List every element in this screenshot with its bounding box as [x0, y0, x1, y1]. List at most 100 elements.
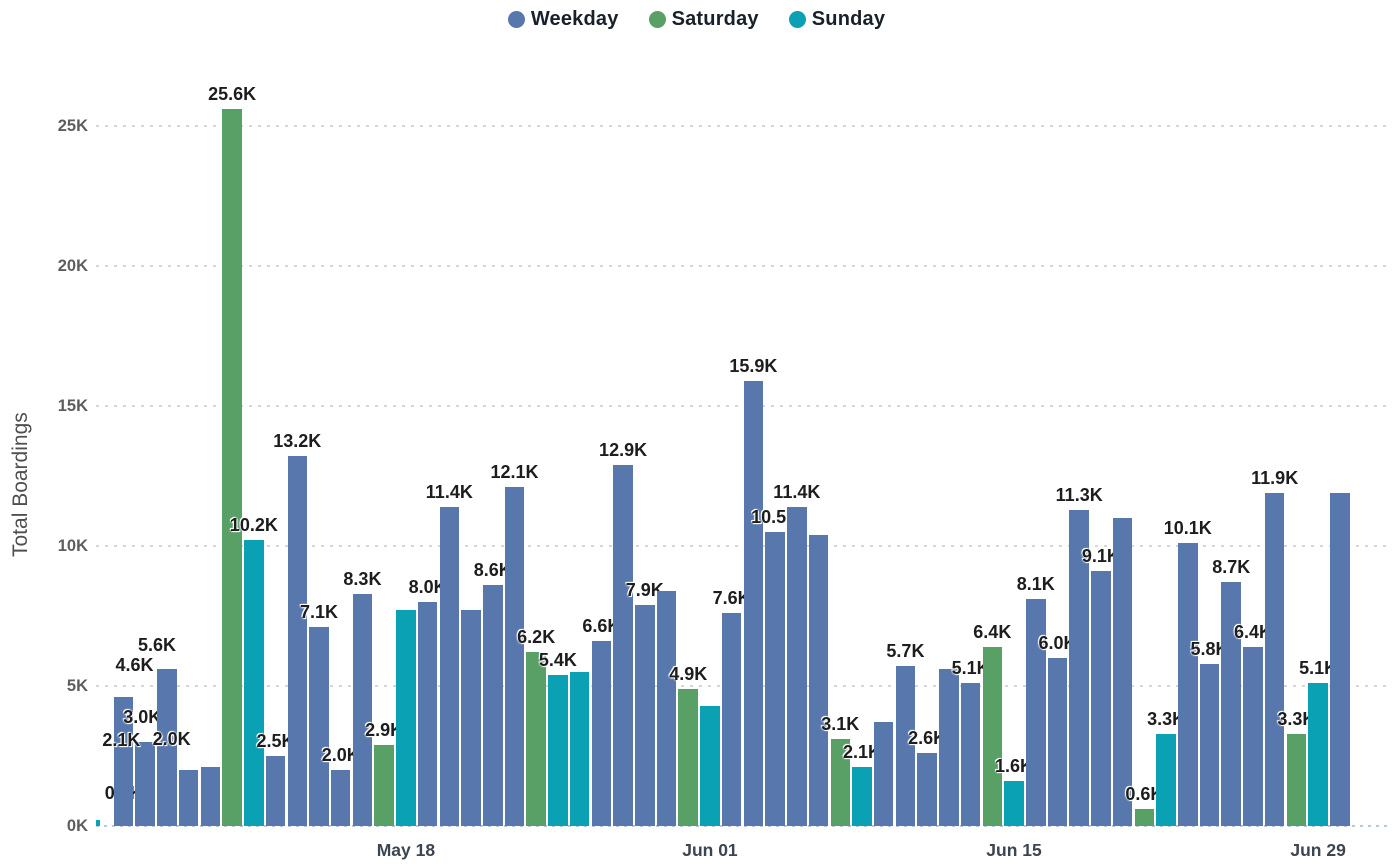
bar-weekday[interactable] [265, 756, 286, 826]
bar-weekday[interactable] [1178, 543, 1198, 826]
bar-sunday[interactable] [852, 767, 872, 826]
bar-saturday[interactable] [222, 109, 242, 826]
bar-weekday[interactable] [1069, 509, 1089, 826]
bar-weekday[interactable] [1243, 646, 1263, 826]
bar-weekday[interactable] [895, 666, 916, 826]
bar-saturday[interactable] [678, 688, 698, 826]
bar-sunday[interactable] [96, 820, 100, 826]
bar-weekday[interactable] [1112, 518, 1133, 826]
bar-weekday[interactable] [1264, 492, 1285, 826]
bar-saturday[interactable] [374, 744, 394, 826]
bar-weekday[interactable] [960, 683, 981, 826]
bar-weekday[interactable] [765, 532, 785, 826]
bar-weekday[interactable] [1091, 571, 1111, 826]
bar-weekday[interactable] [787, 506, 807, 826]
bar-label: 8.6K [473, 560, 512, 581]
bar-sunday[interactable] [548, 674, 568, 826]
bar-label: 5.8K [1190, 638, 1229, 659]
bar-sunday[interactable] [1308, 683, 1328, 826]
bar-sunday[interactable] [569, 672, 590, 826]
legend-item-saturday[interactable]: Saturday [648, 8, 759, 31]
bar-weekday[interactable] [178, 770, 199, 826]
bar-sunday[interactable] [244, 540, 264, 826]
bar-label: 2.6K [908, 728, 947, 749]
y-tick-label: 10K [57, 537, 88, 555]
bar-label: 2.9K [365, 719, 404, 740]
bar-label: 8.1K [1016, 574, 1055, 595]
bar-label: 10.1K [1163, 518, 1212, 539]
bar-saturday[interactable] [1134, 809, 1155, 826]
y-tick-label: 5K [66, 677, 88, 695]
bar-label: 4.6K [115, 655, 154, 676]
bar-weekday[interactable] [635, 604, 655, 826]
bar-weekday[interactable] [1047, 658, 1068, 826]
bar-label: 7.9K [625, 579, 664, 600]
bar-weekday[interactable] [461, 610, 481, 826]
bar-weekday[interactable] [157, 669, 177, 826]
y-tick-label: 20K [57, 257, 88, 275]
bar-weekday[interactable] [613, 464, 633, 826]
legend-item-weekday[interactable]: Weekday [507, 8, 619, 31]
bar-label: 13.2K [273, 431, 322, 452]
bar-weekday[interactable] [656, 590, 677, 826]
bar-label: 0.6K [1125, 784, 1164, 805]
bar-label: 8.0K [408, 577, 447, 597]
bar-label: 11.4K [425, 481, 473, 502]
bar-weekday[interactable] [1221, 582, 1241, 826]
bar-weekday[interactable] [135, 742, 155, 826]
grid-line [96, 545, 1390, 547]
bar-label: 4.9K [669, 663, 708, 684]
legend: Weekday Saturday Sunday [0, 8, 1393, 31]
bar-sunday[interactable] [396, 610, 416, 826]
legend-item-label: Saturday [671, 8, 759, 30]
bar-weekday[interactable] [808, 534, 829, 826]
bar-label: 2.0K [321, 745, 360, 765]
x-tick-label: Jun 15 [986, 840, 1042, 860]
bar-weekday[interactable] [591, 641, 612, 826]
bar-label: 3.3K [1277, 708, 1316, 729]
bar-weekday[interactable] [113, 697, 134, 826]
y-tick-label: 15K [57, 397, 88, 415]
bar-saturday[interactable] [830, 739, 851, 826]
bar-weekday[interactable] [1330, 492, 1350, 826]
bar-weekday[interactable] [309, 627, 329, 826]
bar-sunday[interactable] [700, 705, 720, 826]
bar-weekday[interactable] [439, 506, 460, 826]
bar-label: 6.2K [517, 627, 556, 648]
bar-weekday[interactable] [483, 585, 503, 826]
bar-saturday[interactable] [982, 646, 1003, 826]
bar-weekday[interactable] [287, 456, 308, 826]
bar-weekday[interactable] [939, 669, 959, 826]
x-tick-label: May 18 [376, 840, 436, 860]
bar-saturday[interactable] [1286, 733, 1307, 826]
grid-line [96, 125, 1390, 127]
bar-weekday[interactable] [330, 770, 351, 826]
bar-label: 1.6K [995, 756, 1034, 777]
legend-item-sunday[interactable]: Sunday [788, 8, 885, 31]
bar-sunday[interactable] [1004, 781, 1024, 826]
bar-weekday[interactable] [917, 753, 937, 826]
bar-weekday[interactable] [873, 722, 894, 826]
bar-weekday[interactable] [743, 380, 764, 826]
axis-baseline [96, 825, 1390, 827]
x-tick-label: Jun 01 [682, 840, 738, 860]
bar-label: 2.1K [102, 730, 141, 751]
bar-weekday[interactable] [200, 767, 221, 826]
bar-label: 2.1K [842, 742, 882, 763]
bar-weekday[interactable] [1199, 663, 1220, 826]
bar-label: 2.0K [152, 729, 191, 749]
bar-label: 11.9K [1251, 467, 1299, 488]
bar-weekday[interactable] [721, 613, 742, 826]
bar-label: 9.1K [1081, 546, 1120, 567]
bar-sunday[interactable] [1156, 733, 1176, 826]
bar-weekday[interactable] [352, 593, 373, 826]
legend-swatch-icon [507, 11, 525, 28]
bar-weekday[interactable] [1026, 599, 1046, 826]
bar-weekday[interactable] [417, 602, 438, 826]
grid-line [96, 685, 1390, 687]
bar-weekday[interactable] [504, 487, 525, 826]
bar-label: 6.4K [973, 621, 1012, 642]
bar-saturday[interactable] [526, 652, 546, 826]
bar-label: 15.9K [729, 355, 778, 376]
y-tick-label: 0K [66, 817, 88, 835]
